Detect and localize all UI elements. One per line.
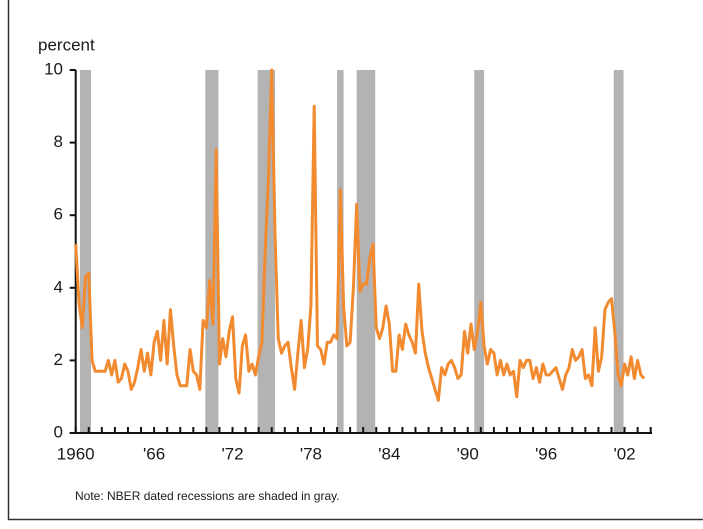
recession-band [356,70,376,433]
note: Note: NBER dated recessions are shaded i… [75,489,340,503]
y-tick-label: 4 [54,277,63,296]
x-tick-label: 1960 [57,444,95,463]
x-tick-label: '66 [143,444,165,463]
x-tick-label: '84 [378,444,400,463]
y-tick-label: 8 [54,132,63,151]
x-tick-label: '90 [457,444,479,463]
y-axis-label: percent [38,35,95,54]
x-tick-label: '96 [535,444,557,463]
y-tick-label: 0 [54,422,63,441]
y-tick-label: 6 [54,205,63,224]
x-tick-label: '78 [300,444,322,463]
recession-band [613,70,624,433]
x-tick-label: '02 [613,444,635,463]
recession-band [474,70,485,433]
y-tick-label: 10 [44,59,63,78]
y-tick-label: 2 [54,350,63,369]
recession-band [80,70,91,433]
x-tick-label: '72 [221,444,243,463]
series-line [74,68,646,402]
